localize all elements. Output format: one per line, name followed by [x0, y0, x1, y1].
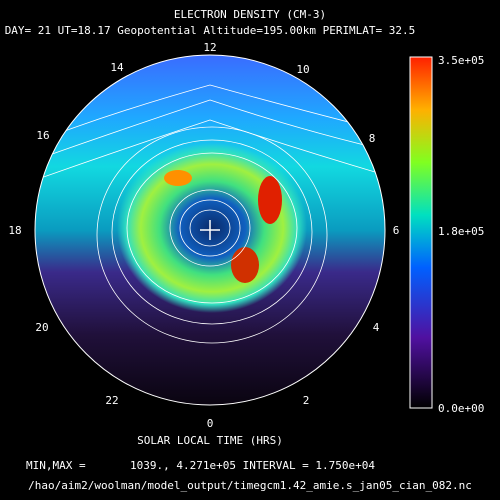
axis-label: SOLAR LOCAL TIME (HRS) — [137, 434, 283, 447]
hour-label: 22 — [105, 394, 118, 407]
colorbar-label: 1.8e+05 — [438, 225, 484, 238]
file-path: /hao/aim2/woolman/model_output/timegcm1.… — [28, 479, 472, 492]
colorbar-label: 3.5e+05 — [438, 54, 484, 67]
hour-label: 12 — [203, 41, 216, 54]
hour-label: 4 — [373, 321, 380, 334]
pole-marker — [200, 220, 220, 240]
hour-label: 18 — [8, 224, 21, 237]
map-boundary — [34, 54, 386, 406]
colorbar — [409, 56, 433, 409]
minmax-label: MIN,MAX = — [26, 459, 86, 472]
hour-label: 14 — [110, 61, 124, 74]
hour-label: 16 — [36, 129, 49, 142]
hour-label: 10 — [296, 63, 309, 76]
hour-labels: 12 14 16 18 20 22 0 2 4 6 8 10 — [8, 41, 399, 430]
hour-label: 2 — [303, 394, 310, 407]
title: ELECTRON DENSITY (CM-3) — [174, 8, 326, 21]
hour-label: 8 — [369, 132, 376, 145]
hour-label: 6 — [393, 224, 400, 237]
subtitle: DAY= 21 UT=18.17 Geopotential Altitude=1… — [5, 24, 416, 37]
minmax-values: 1039., 4.271e+05 INTERVAL = 1.750e+04 — [130, 459, 375, 472]
hour-label: 0 — [207, 417, 214, 430]
hour-label: 20 — [35, 321, 48, 334]
colorbar-label: 0.0e+00 — [438, 402, 484, 415]
